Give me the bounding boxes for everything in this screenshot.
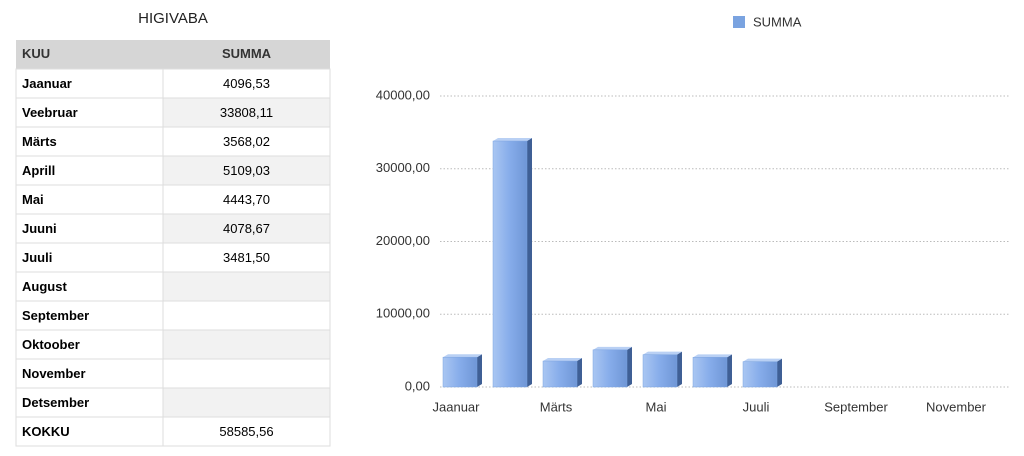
bar	[592, 349, 628, 388]
y-tick-label: 20000,00	[376, 233, 430, 248]
row-label: Jaanuar	[22, 76, 72, 91]
value-cell	[162, 416, 331, 447]
bar-side	[577, 358, 582, 387]
value-cell	[162, 387, 331, 418]
value-cell	[162, 126, 331, 157]
row-value: 33808,11	[220, 105, 273, 120]
header-cell: KUU	[22, 46, 50, 61]
row-value: 4443,70	[223, 192, 270, 207]
bar-side	[627, 346, 632, 387]
row-value: 4078,67	[223, 221, 270, 236]
header-cell: SUMMA	[222, 46, 272, 61]
value-cell	[162, 184, 331, 215]
x-tick-label: Jaanuar	[433, 399, 481, 414]
label-cell	[15, 416, 164, 447]
bar-top	[693, 354, 732, 358]
value-cell	[162, 242, 331, 273]
bar-top	[643, 351, 682, 355]
row-label: November	[22, 366, 86, 381]
label-cell	[15, 358, 164, 389]
value-cell	[162, 97, 331, 128]
bar-side	[477, 354, 482, 387]
bar-top	[743, 358, 782, 362]
bar	[542, 360, 578, 388]
table: KUU SUMMA Jaanuar 4096,53 Veebruar 33808,11 Mä…	[15, 40, 331, 447]
x-tick-label: November	[926, 399, 987, 414]
header-row	[16, 40, 330, 69]
row-value: 58585,56	[219, 424, 273, 439]
bar-side	[677, 351, 682, 387]
row-label: Juuli	[22, 250, 52, 265]
bar	[492, 140, 528, 388]
bar-top	[543, 358, 582, 362]
value-cell	[162, 358, 331, 389]
bar-top	[593, 346, 632, 350]
label-cell	[15, 387, 164, 418]
row-label: August	[22, 279, 67, 294]
row-label: September	[22, 308, 89, 323]
bar-top	[443, 354, 482, 358]
chart: 0,00 10000,00 20000,00 30000,00 40000,00 SUMM…	[376, 14, 1010, 414]
row-label: KOKKU	[22, 424, 70, 439]
row-label: Veebruar	[22, 105, 78, 120]
legend-swatch	[733, 16, 745, 28]
row-label: Detsember	[22, 395, 89, 410]
row-label: Oktoober	[22, 337, 80, 352]
y-tick-label: 30000,00	[376, 160, 430, 175]
bar	[642, 354, 678, 388]
row-label: Juuni	[22, 221, 57, 236]
y-tick-label: 10000,00	[376, 306, 430, 321]
bar	[692, 357, 728, 388]
value-cell	[162, 213, 331, 244]
table-title: HIGIVABA	[138, 10, 208, 27]
row-label: Märts	[22, 134, 57, 149]
row-value: 3568,02	[223, 134, 270, 149]
label-cell	[15, 329, 164, 360]
y-tick-label: 0,00	[405, 378, 430, 393]
bar-side	[777, 358, 782, 387]
bar-top	[493, 138, 532, 142]
bar-side	[527, 138, 532, 387]
value-cell	[162, 300, 331, 331]
x-tick-label: Märts	[540, 399, 573, 414]
row-label: Mai	[22, 192, 44, 207]
x-tick-label: Juuli	[743, 399, 770, 414]
legend-label: SUMMA	[753, 14, 802, 29]
x-tick-label: September	[824, 399, 888, 414]
value-cell	[162, 271, 331, 302]
bar	[742, 361, 778, 388]
y-tick-label: 40000,00	[376, 87, 430, 102]
label-cell	[15, 97, 164, 128]
value-cell	[162, 68, 331, 99]
row-value: 4096,53	[223, 76, 270, 91]
row-value: 5109,03	[223, 163, 270, 178]
x-tick-label: Mai	[646, 399, 667, 414]
row-label: Aprill	[22, 163, 55, 178]
value-cell	[162, 329, 331, 360]
label-cell	[15, 68, 164, 99]
label-cell	[15, 300, 164, 331]
bar	[442, 356, 478, 388]
value-cell	[162, 155, 331, 186]
bar-side	[727, 354, 732, 387]
row-value: 3481,50	[223, 250, 270, 265]
